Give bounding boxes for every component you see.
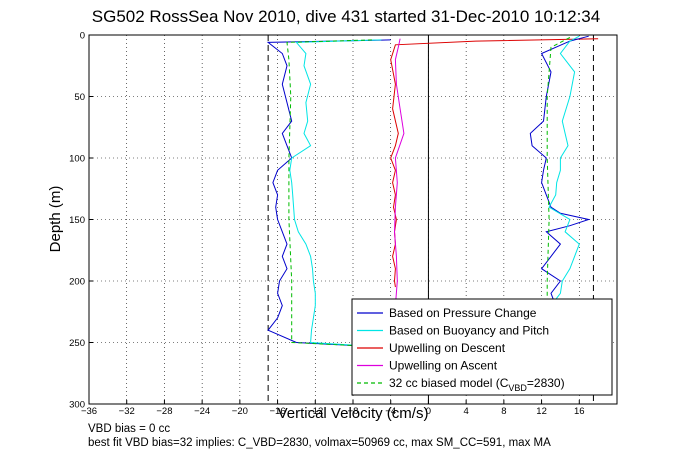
series-line-3 (393, 38, 405, 343)
x-tick-label: −24 (194, 406, 210, 417)
series-line-2 (390, 38, 599, 288)
best-fit-note: best fit VBD bias=32 implies: C_VBD=2830… (88, 437, 551, 449)
series-line-7 (546, 37, 571, 312)
legend: Based on Pressure Change Based on Buoyanc… (351, 298, 613, 396)
x-tick-label: −8 (348, 406, 359, 417)
y-axis-label: Depth (m) (47, 186, 64, 253)
x-tick-label: −4 (385, 406, 396, 417)
legend-label: Based on Buoyancy and Pitch (389, 324, 549, 338)
y-tick-label: 50 (74, 92, 85, 103)
x-tick-label: 4 (463, 406, 468, 417)
ticks: −36 −32 −28 −24 −20 −16 −12 −8 −4 0 4 8 12 16 0 50 100 15… (69, 31, 584, 418)
series-line-6 (548, 35, 580, 312)
x-tick-label: 12 (536, 406, 547, 417)
legend-subscript: VBD (508, 383, 527, 393)
y-tick-label: 300 (69, 400, 85, 411)
series-group (266, 35, 599, 348)
x-tick-label: 8 (501, 406, 506, 417)
x-tick-label: 0 (426, 406, 431, 417)
chart-title: SG502 RossSea Nov 2010, dive 431 started… (92, 7, 600, 26)
x-tick-label: −16 (270, 406, 286, 417)
y-tick-label: 200 (69, 277, 85, 288)
y-tick-label: 250 (69, 338, 85, 349)
y-tick-label: 150 (69, 215, 85, 226)
legend-label: Upwelling on Descent (389, 341, 506, 355)
series-line-1 (289, 39, 391, 348)
legend-label: Upwelling on Ascent (389, 359, 498, 373)
y-tick-label: 100 (69, 154, 85, 165)
x-axis-label: Vertical Velocity (cm/s) (278, 405, 429, 422)
x-tick-label: −12 (307, 406, 323, 417)
x-tick-label: −20 (232, 406, 248, 417)
series-line-0 (266, 39, 391, 348)
series-line-4 (286, 39, 391, 348)
legend-label-tail: =2830) (527, 376, 565, 390)
x-tick-label: −32 (119, 406, 135, 417)
legend-box (351, 298, 613, 396)
y-tick-label: 0 (80, 31, 85, 42)
vbd-bias-note: VBD bias = 0 cc (88, 423, 170, 435)
legend-label: Based on Pressure Change (389, 306, 537, 320)
x-tick-label: −36 (81, 406, 97, 417)
x-tick-label: −28 (156, 406, 172, 417)
x-tick-label: 16 (574, 406, 585, 417)
